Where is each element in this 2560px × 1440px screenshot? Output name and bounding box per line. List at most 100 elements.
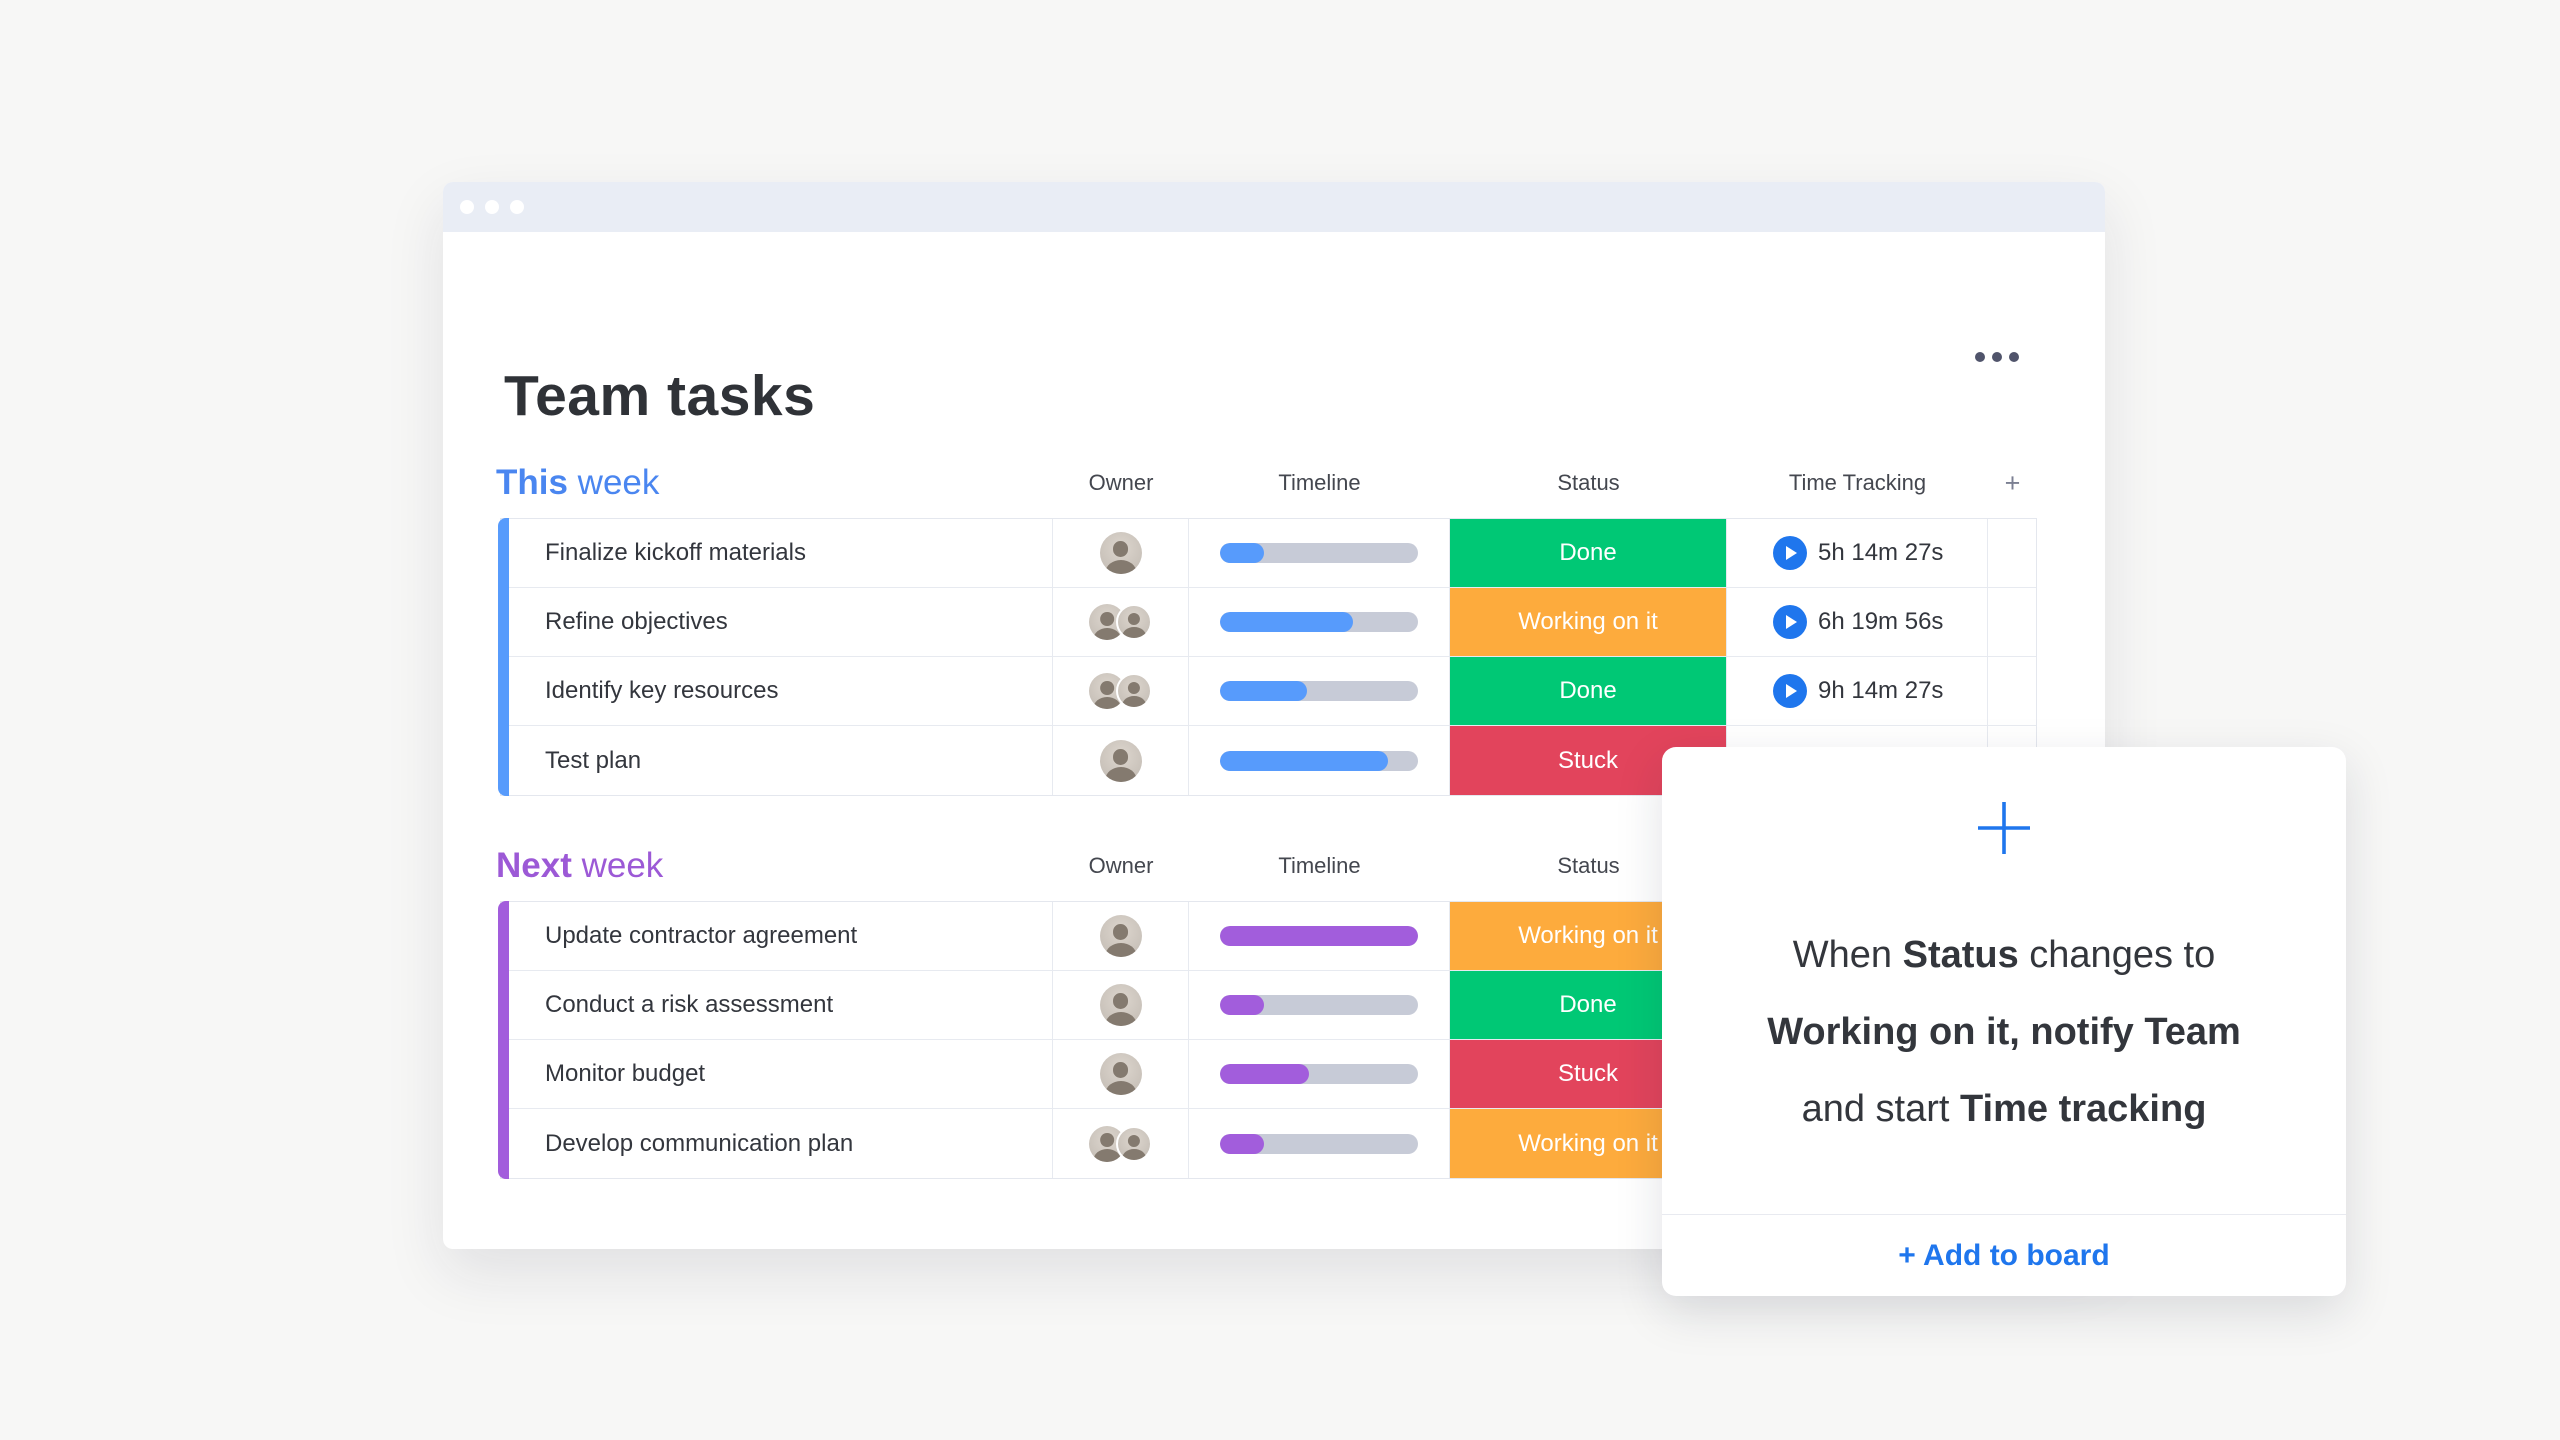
add-to-board-button[interactable]: + Add to board — [1898, 1238, 2110, 1272]
timeline-progress — [1220, 1133, 1264, 1154]
timeline-cell — [1189, 588, 1450, 656]
avatar-icon — [1099, 915, 1142, 957]
timeline-bar — [1220, 1133, 1418, 1154]
task-name[interactable]: Identify key resources — [501, 657, 1053, 725]
task-name[interactable]: Test plan — [501, 726, 1053, 795]
group-header-row: This week Owner Timeline Status Time Trackin… — [496, 460, 2037, 506]
avatar-icon — [1116, 673, 1152, 709]
window-dot-icon — [510, 200, 524, 214]
automation-text-line: When Status changes to — [1690, 917, 2318, 994]
automation-card: When Status changes to Working on it, not… — [1662, 747, 2346, 1296]
task-group: This week Owner Timeline Status Time Trackin… — [496, 460, 2037, 796]
automation-text-part: changes to — [2018, 934, 2216, 976]
column-header-owner: Owner — [1088, 470, 1154, 495]
time-tracking-cell: 5h 14m 27s — [1727, 519, 1988, 587]
automation-text-part: Working on it, notify Team — [1767, 1011, 2241, 1053]
group-title[interactable]: Next week — [496, 846, 1053, 886]
automation-text-line: Working on it, notify Team — [1690, 994, 2318, 1071]
browser-titlebar — [443, 182, 2105, 232]
column-header-owner: Owner — [1088, 853, 1154, 878]
group-title-bold: This — [496, 463, 568, 502]
timeline-cell — [1189, 971, 1450, 1039]
timeline-bar — [1220, 750, 1418, 771]
group-title-rest: week — [567, 463, 660, 502]
timeline-bar — [1220, 926, 1418, 946]
window-dot-icon — [460, 200, 474, 214]
timeline-progress — [1220, 995, 1264, 1015]
play-triangle — [1786, 615, 1797, 629]
plus-icon — [1978, 802, 2030, 854]
timeline-bar — [1220, 995, 1418, 1015]
time-tracking-cell: 6h 19m 56s — [1727, 588, 1988, 656]
column-header-timeline: Timeline — [1278, 470, 1361, 495]
ellipsis-icon — [1992, 352, 2002, 362]
owner-cell — [1053, 588, 1189, 656]
page-title: Team tasks — [504, 364, 816, 429]
time-value: 9h 14m 27s — [1818, 677, 1944, 704]
play-icon[interactable] — [1773, 536, 1807, 570]
column-header-status: Status — [1557, 470, 1620, 495]
table-row[interactable]: Monitor budget Stuck — [501, 1040, 2036, 1109]
timeline-cell — [1189, 726, 1450, 795]
avatar-icon — [1099, 984, 1142, 1026]
task-name[interactable]: Develop communication plan — [501, 1109, 1053, 1178]
group-color-bar — [498, 518, 509, 796]
timeline-cell — [1189, 1040, 1450, 1108]
add-column-cell — [1988, 588, 2036, 656]
time-value: 5h 14m 27s — [1818, 539, 1944, 566]
timeline-progress — [1220, 612, 1353, 632]
table-row[interactable]: Refine objectives Working on it 6h 19m 56s — [501, 588, 2036, 657]
owner-cell — [1053, 1109, 1189, 1178]
status-label[interactable]: Working on it — [1450, 588, 1727, 656]
timeline-progress — [1220, 1064, 1310, 1084]
status-label[interactable]: Done — [1450, 657, 1727, 725]
timeline-cell — [1189, 1109, 1450, 1178]
column-header-status: Status — [1557, 853, 1620, 878]
more-options-button[interactable] — [1969, 342, 2025, 372]
play-triangle — [1786, 684, 1797, 698]
timeline-bar — [1220, 543, 1418, 563]
automation-text-part: When — [1792, 934, 1903, 976]
avatar-icon — [1116, 1125, 1152, 1162]
owner-cell — [1053, 726, 1189, 795]
column-header-time-tracking: Time Tracking — [1788, 470, 1927, 495]
add-column-button[interactable]: + — [2004, 467, 2021, 498]
owner-cell — [1053, 902, 1189, 970]
window-dot-icon — [485, 200, 499, 214]
task-name[interactable]: Finalize kickoff materials — [501, 519, 1053, 587]
timeline-bar — [1220, 612, 1418, 632]
automation-text-part: Time tracking — [1960, 1088, 2207, 1130]
timeline-progress — [1220, 543, 1264, 563]
timeline-cell — [1189, 902, 1450, 970]
ellipsis-icon — [2009, 352, 2019, 362]
task-name[interactable]: Conduct a risk assessment — [501, 971, 1053, 1039]
table-row[interactable]: Finalize kickoff materials Done 5h 14m 27s — [501, 519, 2036, 588]
table-row[interactable]: Develop communication plan Working on it — [501, 1109, 2036, 1178]
task-name[interactable]: Refine objectives — [501, 588, 1053, 656]
status-label[interactable]: Done — [1450, 519, 1727, 587]
avatar-icon — [1116, 604, 1152, 640]
column-header-timeline: Timeline — [1278, 853, 1361, 878]
owner-cell — [1053, 519, 1189, 587]
avatar-icon — [1099, 1053, 1142, 1095]
timeline-progress — [1220, 750, 1389, 771]
owner-cell — [1053, 1040, 1189, 1108]
timeline-cell — [1189, 657, 1450, 725]
owner-cell — [1053, 971, 1189, 1039]
automation-text-line: and start Time tracking — [1690, 1071, 2318, 1148]
ellipsis-icon — [1975, 352, 1985, 362]
group-title-bold: Next — [496, 846, 572, 885]
avatar-icon — [1099, 532, 1142, 574]
play-icon[interactable] — [1773, 674, 1807, 708]
time-tracking-cell: 9h 14m 27s — [1727, 657, 1988, 725]
play-icon[interactable] — [1773, 605, 1807, 639]
table-row[interactable]: Identify key resources Done 9h 14m 27s — [501, 657, 2036, 726]
task-name[interactable]: Monitor budget — [501, 1040, 1053, 1108]
group-title-rest: week — [571, 846, 664, 885]
timeline-progress — [1220, 926, 1418, 946]
timeline-cell — [1189, 519, 1450, 587]
task-name[interactable]: Update contractor agreement — [501, 902, 1053, 970]
group-title[interactable]: This week — [496, 463, 1053, 503]
automation-description: When Status changes to Working on it, not… — [1690, 917, 2318, 1148]
automation-text-part: and start — [1801, 1088, 1961, 1130]
